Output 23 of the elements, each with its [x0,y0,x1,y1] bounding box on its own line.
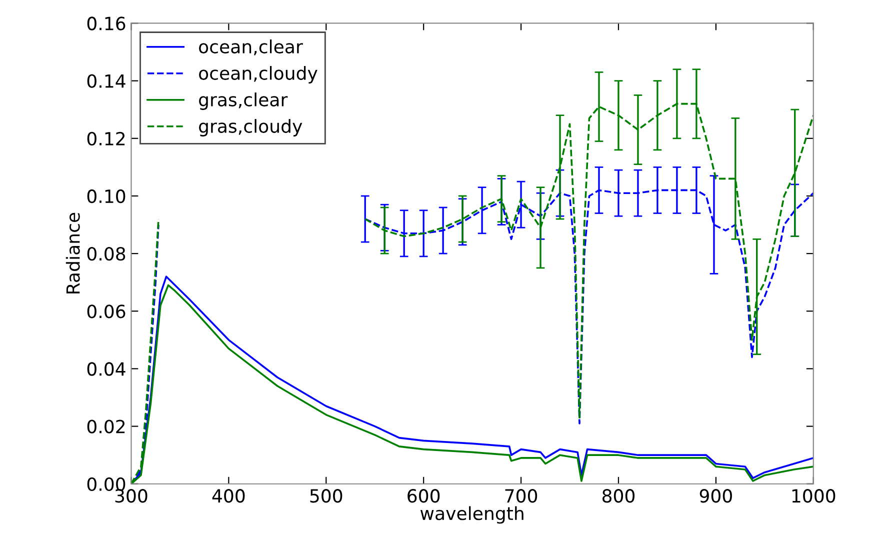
x-axis-title: wavelength [420,506,524,524]
y-tick-label: 0.00 [87,477,126,491]
x-tick-label: 400 [212,489,245,503]
legend-label: gras,clear [199,92,288,110]
y-tick-label: 0.12 [87,132,125,146]
x-tick-label: 800 [602,489,635,503]
x-tick-label: 700 [505,489,538,503]
y-tick-label: 0.06 [87,304,126,318]
y-tick-label: 0.08 [87,247,126,261]
x-tick-label: 900 [700,489,732,503]
x-tick-label: 600 [408,489,440,503]
y-tick-label: 0.16 [87,16,126,30]
x-tick-label: 300 [115,489,148,503]
legend-label: gras,cloudy [199,118,302,136]
y-tick-label: 0.02 [87,420,125,434]
legend-label: ocean,clear [199,39,303,56]
x-tick-label: 500 [310,489,342,503]
y-axis-title: Radiance [66,212,80,294]
y-tick-label: 0.04 [87,362,126,376]
x-tick-label: 1000 [792,489,836,503]
legend-label: ocean,cloudy [199,66,318,84]
y-tick-label: 0.14 [87,74,126,88]
y-tick-label: 0.10 [87,189,126,204]
